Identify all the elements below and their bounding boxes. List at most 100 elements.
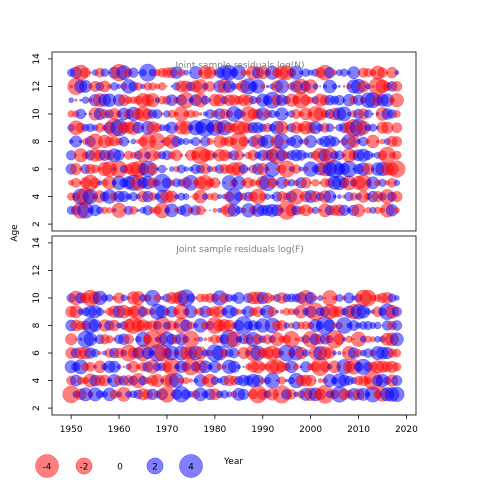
y-axis-log-n: 2 4 6 8 10 12 14 [32,53,52,227]
residual-bubble [294,337,298,341]
residual-bubble [391,122,403,134]
residual-bubble [195,205,206,216]
y-tick-label: 12 [32,265,42,276]
residual-bubble [191,136,201,147]
y-tick-label: 10 [32,108,42,120]
legend-bubble [179,454,203,478]
y-tick-label: 4 [32,377,42,383]
residual-bubble [331,83,338,90]
legend-label: 4 [188,463,194,473]
residual-bubble [314,379,317,382]
residual-bubble [392,362,402,372]
residual-bubble [183,69,189,76]
legend-title: Year [223,457,243,467]
residual-bubble [312,83,319,90]
residual-bubble [100,68,109,77]
y-tick-label: 12 [32,81,42,92]
residual-bubble [197,336,204,342]
residual-bubble [391,320,403,331]
legend-bubble [75,457,93,475]
residual-bubble [129,206,138,215]
y-tick-label: 4 [32,193,42,199]
x-tick-label: 2020 [395,425,418,435]
residual-bubble [160,112,164,116]
residual-bubble [285,85,288,88]
x-tick-label: 2000 [299,425,322,435]
residual-bubble [304,374,317,387]
residual-bubble [105,335,114,344]
residual-bubble [203,209,207,212]
residual-bubble [193,337,198,342]
x-axis: 1950 1960 1970 1980 1990 2000 2010 2020 [60,414,418,435]
residual-bubble [285,112,289,116]
panel-title-log-f: Joint sample residuals log(F) [175,245,303,255]
residual-bubble [325,123,335,133]
residual-bubble [78,139,83,144]
residual-bubble [365,308,371,315]
legend-label: 0 [117,463,123,473]
residual-bubble [313,295,318,301]
bubbles-log-n [65,63,406,220]
y-axis-label: Age [10,224,20,242]
residual-bubble [377,67,388,78]
y-tick-label: 10 [32,292,42,304]
residual-bubble [158,82,167,91]
residual-bubble [88,71,92,75]
y-tick-label: 14 [32,53,42,65]
residual-bubble [337,351,342,356]
residual-bubble [128,67,139,78]
residual-bubble [264,193,271,200]
residual-bubble [68,97,74,103]
y-tick-label: 8 [32,322,42,328]
residual-bubble [206,138,214,145]
residual-bubble [275,379,279,382]
residual-bubble [392,348,402,358]
residual-bubble [130,138,137,145]
residual-bubble [391,136,403,147]
residual-bubble [235,308,242,315]
residual-bubble [317,378,323,383]
panel-log-n: Joint sample residuals log(N) 2 4 6 8 10 12 14 [32,51,417,232]
residual-bubble [277,376,286,385]
x-tick-label: 1980 [203,425,226,435]
residual-bubble [74,98,78,102]
panel-title-log-n: Joint sample residuals log(N) [174,61,304,71]
y-axis-log-f: 2 4 6 8 10 12 14 [32,237,52,411]
residual-bubble [375,139,380,144]
x-tick-label: 1990 [251,425,274,435]
x-tick-label: 1970 [155,425,178,435]
residual-bubble [212,208,218,213]
residual-bubble [391,81,403,92]
residual-bubble [120,294,128,302]
residual-bubble [166,85,168,88]
legend-bubble [146,457,164,475]
residual-bubble [65,333,78,346]
residual-bubble [389,332,404,347]
residual-bubble [311,179,320,187]
residual-bubble [166,168,168,170]
x-tick-label: 1960 [108,425,131,435]
residual-bubble [203,337,208,342]
residual-bubble [292,363,300,371]
residual-bubble [192,110,200,118]
residual-bubble [137,71,140,74]
residual-bubble [329,136,340,147]
residual-bubble [332,194,337,199]
residual-bubble [116,364,122,370]
y-tick-label: 2 [32,405,42,411]
residual-bubble [363,109,373,119]
residual-bubble [275,309,279,314]
bubbles-log-f [62,289,405,404]
residual-bubble [209,209,211,212]
y-tick-label: 14 [32,237,42,249]
residual-bubble [186,293,196,303]
residual-bubble [368,123,377,132]
residual-bubble [236,364,241,369]
residual-bubble [285,378,289,383]
residual-bubble [391,375,403,387]
panel-log-f: Joint sample residuals log(F) 2 4 6 8 10 12 14 [32,235,417,416]
residual-bubble [393,207,400,214]
residual-bubble [153,294,162,302]
residual-bubble [182,138,190,145]
